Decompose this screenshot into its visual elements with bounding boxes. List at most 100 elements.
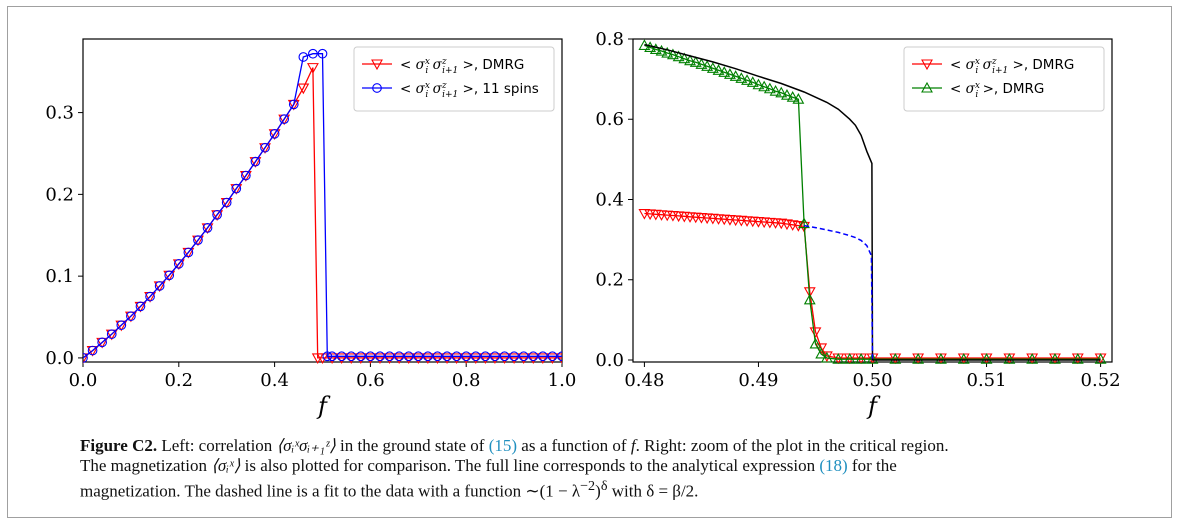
caption-text-1a: Left: correlation <box>157 436 277 455</box>
figure-plots: 0.0 0.2 0.4 0.6 0.8 1.0 0.0 0.1 0.2 0.3 f < σx i σz i… <box>45 29 1120 420</box>
left-series-1-point <box>269 129 280 139</box>
left-series-1-point <box>394 351 404 362</box>
right-legend-label: < σx i σz i+1 >, DMRG <box>950 57 1074 76</box>
left-x-tick-label: 0.0 <box>69 370 98 391</box>
left-series-1-point <box>97 337 108 348</box>
left-series-1-point <box>432 351 443 362</box>
left-series-1-point <box>451 351 462 362</box>
caption-math-2: ⟨σᵢˣ⟩ <box>211 456 241 475</box>
left-series-0-point <box>383 353 396 365</box>
left-series-1-point <box>308 48 318 59</box>
left-series-1-point <box>327 351 337 362</box>
left-x-tick-label: 1.0 <box>548 370 577 391</box>
caption-ref-18[interactable]: (18) <box>819 456 848 475</box>
left-series-1-point <box>499 351 510 362</box>
left-series-1-point <box>365 351 376 362</box>
left-series-1-point <box>145 291 155 302</box>
caption-label: Figure C2. <box>80 436 158 455</box>
left-series-1-point <box>183 247 194 258</box>
right-series-1-point <box>866 353 879 364</box>
caption-ref-15[interactable]: (15) <box>488 436 518 455</box>
right-series-1-point <box>792 93 805 104</box>
caption-text-1c: as a function of <box>517 436 631 455</box>
left-panel: 0.0 0.2 0.4 0.6 0.8 1.0 0.0 0.1 0.2 0.3 f < σx i σz i… <box>45 38 577 420</box>
left-legend-marker <box>372 83 382 93</box>
right-series-1-point <box>957 353 970 364</box>
left-series-1-point <box>490 351 500 362</box>
left-series-1-point <box>116 320 127 331</box>
left-series-0-point <box>431 353 444 365</box>
right-x-tick-label: 0.50 <box>852 370 892 391</box>
right-series-1-point <box>666 48 679 60</box>
left-series-1-point <box>509 351 519 362</box>
right-series-1-point <box>741 74 753 85</box>
right-series-0-point <box>803 287 816 298</box>
right-series-1-point <box>1071 353 1084 364</box>
caption-math-1: ⟨σᵢˣσᵢ₊₁ᶻ⟩ <box>276 436 336 455</box>
left-series-0-point <box>421 353 434 365</box>
right-series-1-point <box>781 89 793 100</box>
caption-text-3b: ) <box>595 481 601 501</box>
left-series-0-point <box>469 353 482 365</box>
left-series-0-point <box>326 353 339 365</box>
left-series-1-point <box>164 270 175 281</box>
left-x-tick-label: 0.4 <box>260 370 289 391</box>
right-series-1-point <box>712 64 725 75</box>
left-series-1-point <box>288 99 299 110</box>
right-series-1-point <box>718 66 731 77</box>
right-series-1-point <box>1094 353 1107 364</box>
right-series-1-point <box>803 293 816 305</box>
left-series-1-point <box>154 281 165 291</box>
caption-f: f <box>630 436 636 455</box>
caption-text-3c: with δ = β/2. <box>607 481 699 501</box>
left-series-1-point <box>135 301 146 312</box>
left-series-1-point <box>212 209 222 220</box>
right-y-tick-label: 0.2 <box>595 270 624 291</box>
left-series-1-point <box>173 259 184 269</box>
right-series-1-point <box>843 353 856 364</box>
left-series-0-point <box>306 63 319 74</box>
right-x-tick-label: 0.48 <box>624 370 664 391</box>
right-series-1-point <box>661 46 674 58</box>
left-series-group <box>83 48 562 365</box>
left-series-0-point <box>412 353 425 365</box>
left-series-0-point <box>393 353 406 365</box>
right-series-0-line <box>644 212 1101 359</box>
left-series-0-point <box>517 353 530 365</box>
left-series-1-point <box>442 351 452 362</box>
right-series-1-point <box>889 353 902 364</box>
left-series-0-point <box>498 353 511 365</box>
right-series-1-point <box>775 86 788 98</box>
left-series-0-point <box>460 353 473 365</box>
right-series-1-point <box>855 353 868 364</box>
left-series-1-point <box>355 351 366 362</box>
right-series-1-point <box>735 72 748 83</box>
left-series-1-point <box>241 170 251 181</box>
left-series-1-point <box>250 156 261 167</box>
left-series-1-point <box>106 329 117 340</box>
left-series-0-point <box>508 353 521 365</box>
left-series-0-point <box>374 353 386 365</box>
left-series-0-point <box>489 353 501 365</box>
left-series-1-point <box>384 351 395 362</box>
left-series-1-point <box>83 353 88 363</box>
right-legend-marker <box>921 81 933 93</box>
caption-sup-1: −2 <box>580 478 596 494</box>
right-x-tick-label: 0.49 <box>738 370 778 391</box>
left-legend-marker <box>371 59 383 71</box>
right-series-1-point <box>701 60 714 71</box>
right-series-1-point <box>678 52 691 64</box>
left-series-1-point <box>480 351 491 362</box>
left-series-0-point <box>479 353 492 365</box>
right-series-1-point <box>746 76 759 87</box>
left-series-0-point <box>536 353 549 365</box>
right-y-tick-label: 0.8 <box>595 29 624 50</box>
left-series-1-point <box>193 235 203 246</box>
left-series-1-point <box>202 223 213 233</box>
left-series-1-point <box>537 351 548 362</box>
right-series-1-point <box>1026 353 1039 364</box>
right-series-1-point <box>815 347 828 359</box>
left-series-1-point <box>87 345 98 356</box>
left-series-1-point <box>461 351 472 362</box>
left-y-tick-label: 0.2 <box>45 184 74 205</box>
